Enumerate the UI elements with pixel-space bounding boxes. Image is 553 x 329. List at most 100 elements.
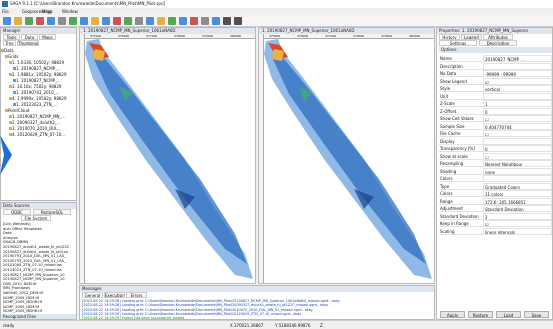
map-canvas: [85, 39, 255, 283]
property-value[interactable]: 0: [483, 108, 552, 115]
property-name: Unit: [439, 93, 483, 100]
button[interactable]: Apply: [440, 311, 465, 318]
toolbar-button[interactable]: [14, 17, 22, 25]
tree-icon: [9, 61, 12, 64]
toolbar-button[interactable]: [157, 17, 165, 25]
toolbar-button[interactable]: [25, 17, 33, 25]
title-bar: SAGA 9.1.1 [C:\Users\Brandon.Krumwiede\D…: [0, 0, 553, 8]
tree-icon: [13, 103, 16, 106]
property-name: Transparency [%]: [439, 145, 483, 152]
property-value[interactable]: Graduated Colors: [483, 183, 552, 190]
tab[interactable]: Maps: [39, 34, 56, 40]
property-value[interactable]: ☑: [483, 220, 552, 227]
tab[interactable]: Execution: [104, 292, 125, 298]
property-name: Description: [439, 63, 483, 70]
property-value[interactable]: -99999 - 99999: [483, 70, 552, 77]
property-name: Display: [439, 138, 483, 145]
toolbar-button[interactable]: [223, 17, 231, 25]
property-name: Adjustment: [439, 205, 483, 212]
tree-icon: [9, 85, 12, 88]
property-value[interactable]: ☑: [483, 78, 552, 85]
map-window: 1. 20190827_NCMP_MN_Superior_1061aNA6D37…: [79, 27, 256, 284]
property-value[interactable]: none: [483, 168, 552, 175]
property-value[interactable]: [483, 93, 552, 100]
toolbar-button[interactable]: [80, 17, 88, 25]
tab[interactable]: General: [82, 292, 103, 298]
property-name: Z-Scale: [439, 100, 483, 107]
tab[interactable]: Tree: [3, 40, 16, 46]
property-value[interactable]: ☐: [483, 130, 552, 137]
menu-item[interactable]: Window: [62, 8, 78, 15]
tree-icon: [13, 91, 16, 94]
toolbar-button[interactable]: [47, 17, 55, 25]
property-value[interactable]: Nearest Neighbour: [483, 160, 552, 167]
property-value[interactable]: vertical: [483, 85, 552, 92]
property-value[interactable]: 20190827_NCMP_...: [483, 55, 552, 62]
toolbar-button[interactable]: [69, 17, 77, 25]
messages-panel: MessagesGeneralExecutionErrors[2023-08-2…: [79, 285, 435, 320]
property-name: Type: [439, 183, 483, 190]
app-window: SAGA 9.1.1 [C:\Users\Brandon.Krumwiede\D…: [0, 0, 553, 329]
property-name: Show Legend: [439, 78, 483, 85]
toolbar-button[interactable]: [168, 17, 176, 25]
section-header: Options: [439, 47, 552, 53]
button[interactable]: Save: [524, 311, 549, 318]
button[interactable]: Load: [496, 311, 521, 318]
property-value[interactable]: linear intervals: [483, 228, 552, 235]
tab[interactable]: Settings: [439, 40, 477, 46]
property-value[interactable]: Standard Deviation: [483, 205, 552, 212]
tree-icon: [9, 121, 12, 124]
toolbar-button[interactable]: [135, 17, 143, 25]
toolbar-button[interactable]: [113, 17, 121, 25]
map-canvas: [264, 39, 434, 283]
property-name: Standard Deviation: [439, 213, 483, 220]
toolbar-button[interactable]: [3, 17, 11, 25]
property-name: No Data: [439, 70, 483, 77]
toolbar-button[interactable]: [234, 17, 242, 25]
property-value[interactable]: 2: [483, 213, 552, 220]
properties-panel: Properties: 1. 20190827_NCMP_MN_Superior…: [436, 27, 553, 320]
toolbar-button[interactable]: [212, 17, 220, 25]
property-value[interactable]: 0.404770744: [483, 123, 552, 130]
property-value[interactable]: ☐: [483, 115, 552, 122]
property-name: Z-Offset: [439, 108, 483, 115]
property-value[interactable]: [483, 175, 552, 182]
property-value[interactable]: [483, 63, 552, 70]
map-window: 1. 20190827_NCMP_MN_Superior_1061aNA6D37…: [258, 27, 435, 284]
tab[interactable]: Description: [479, 40, 517, 46]
property-value[interactable]: 1: [483, 100, 552, 107]
tree-item[interactable]: 4. 20120029_ZTN_07-10...: [12, 132, 76, 138]
property-name: Show at scale: [439, 153, 483, 160]
property-value[interactable]: 0: [483, 145, 552, 152]
status-coord: X 370021.36867: [230, 323, 263, 328]
toolbar-button[interactable]: [102, 17, 110, 25]
toolbar-button[interactable]: [201, 17, 209, 25]
app-icon: [2, 1, 8, 7]
tab[interactable]: Errors: [126, 292, 147, 298]
toolbar-button[interactable]: [124, 17, 132, 25]
property-value[interactable]: 172.6; 205.1666851: [483, 198, 552, 205]
property-value[interactable]: ☐: [483, 153, 552, 160]
menu-item[interactable]: File: [2, 8, 9, 15]
property-name: Colors: [439, 190, 483, 197]
property-name: Style: [439, 85, 483, 92]
toolbar-button[interactable]: [58, 17, 66, 25]
property-value[interactable]: 11 colors: [483, 190, 552, 197]
tree-icon: [9, 127, 12, 130]
tab[interactable]: File System: [21, 215, 51, 221]
toolbar-button[interactable]: [91, 17, 99, 25]
tree-icon: [9, 97, 12, 100]
status-coord: Z: [320, 323, 323, 328]
toolbar-button[interactable]: [179, 17, 187, 25]
property-name: Resampling: [439, 160, 483, 167]
toolbar-button[interactable]: [36, 17, 44, 25]
button[interactable]: Restore: [468, 311, 493, 318]
property-value[interactable]: [483, 138, 552, 145]
arrow-overlay: [0, 135, 14, 175]
menu-item[interactable]: Maps: [42, 8, 53, 15]
tree-icon: [1, 49, 4, 52]
toolbar-button[interactable]: [190, 17, 198, 25]
toolbar-button[interactable]: [146, 17, 154, 25]
tree-icon: [5, 55, 8, 58]
tab[interactable]: Thumbnails: [17, 40, 39, 46]
